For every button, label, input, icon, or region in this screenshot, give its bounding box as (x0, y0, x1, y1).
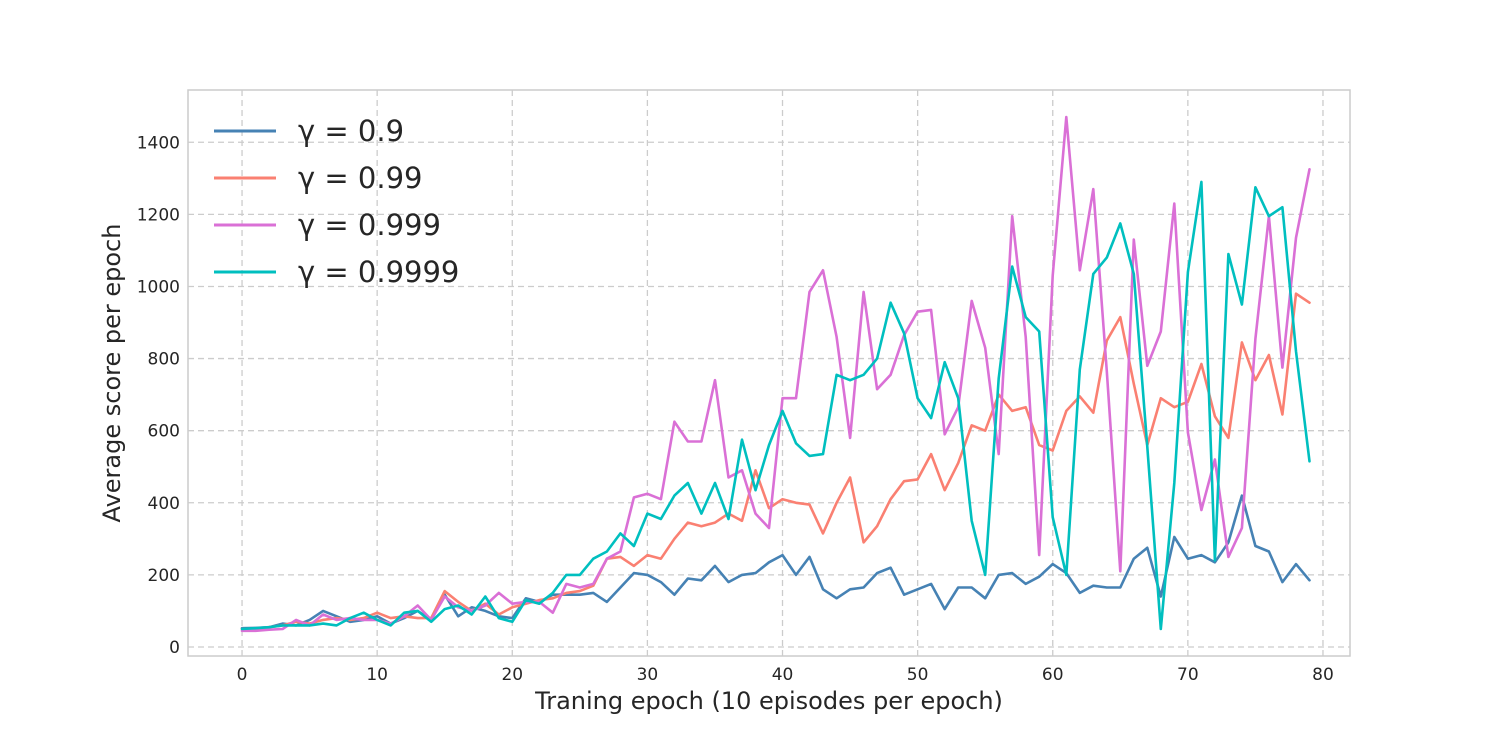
x-tick-label: 20 (501, 665, 523, 685)
x-tick-label: 60 (1042, 665, 1064, 685)
y-tick-label: 1400 (137, 133, 180, 153)
y-tick-label: 800 (148, 350, 180, 370)
y-tick-label: 200 (148, 566, 180, 586)
x-tick-labels: 0 10 20 30 40 50 60 70 80 (237, 665, 1334, 685)
series-line-2 (240, 115, 1311, 633)
x-tick-label: 40 (772, 665, 794, 685)
x-tick-label: 10 (366, 665, 388, 685)
y-tick-label: 400 (148, 494, 180, 514)
y-tick-label: 600 (148, 422, 180, 442)
y-axis-label: Average score per epoch (98, 224, 126, 523)
legend-label-0: γ = 0.9 (298, 114, 404, 148)
plot-frame (187, 89, 1351, 657)
series-layer (240, 115, 1311, 633)
y-tick-label: 0 (169, 638, 180, 658)
x-tick-label: 80 (1312, 665, 1334, 685)
y-tick-label: 1000 (137, 277, 180, 297)
y-tick-labels: 0 200 400 600 800 1000 1200 1400 (137, 133, 180, 658)
x-tick-label: 0 (237, 665, 248, 685)
x-tick-label: 70 (1177, 665, 1199, 685)
legend-label-3: γ = 0.9999 (298, 255, 459, 289)
x-tick-label: 50 (907, 665, 929, 685)
grid-lines (188, 90, 1350, 656)
series-line-1 (240, 292, 1311, 631)
series-line-3 (240, 180, 1311, 631)
y-tick-label: 1200 (137, 205, 180, 225)
x-axis-label: Traning epoch (10 episodes per epoch) (534, 687, 1003, 715)
legend-label-2: γ = 0.999 (298, 208, 441, 242)
legend-label-1: γ = 0.99 (298, 161, 422, 195)
legend: γ = 0.9 γ = 0.99 γ = 0.999 γ = 0.9999 (214, 114, 459, 289)
x-tick-label: 30 (637, 665, 659, 685)
